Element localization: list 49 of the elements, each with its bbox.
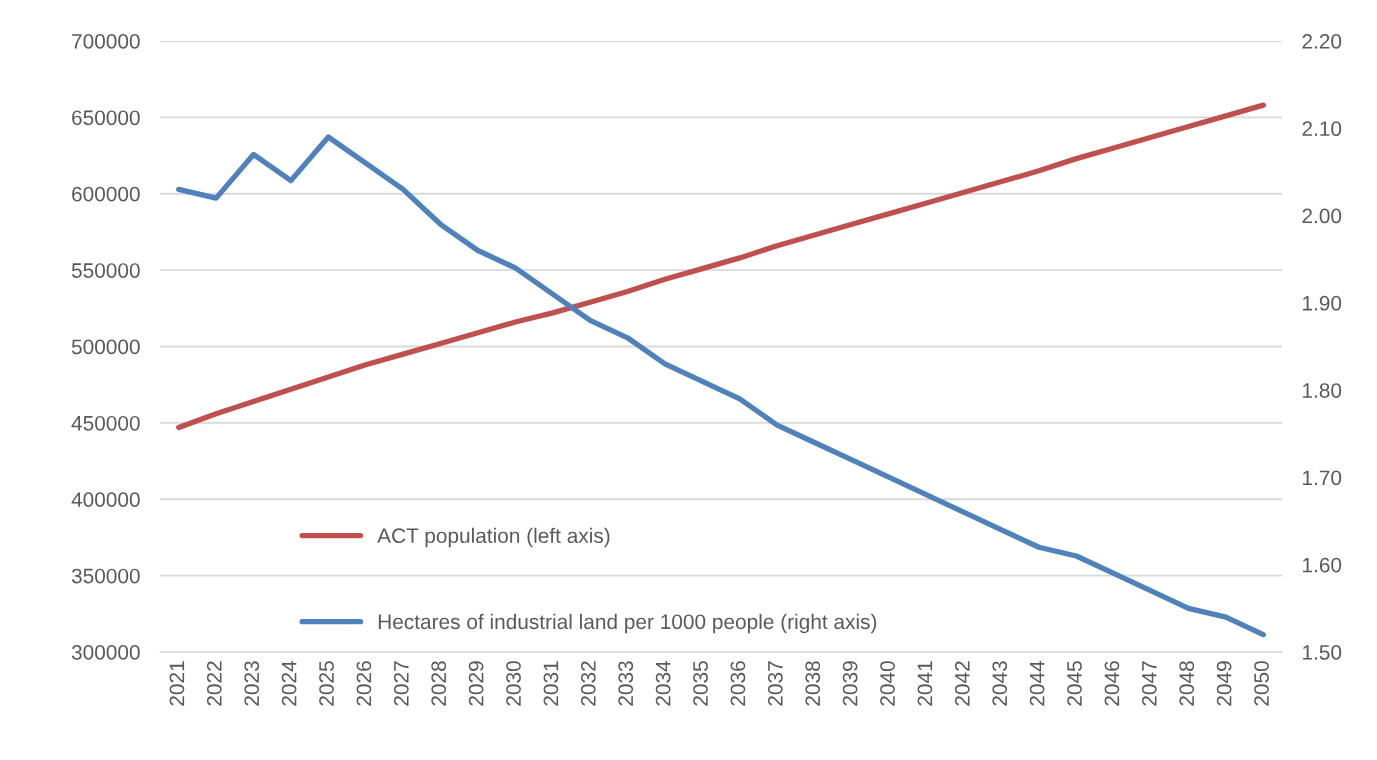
legend-label: ACT population (left axis) [377, 527, 610, 548]
x-tick-label: 2035 [693, 661, 708, 706]
x-tick-label: 2028 [431, 661, 447, 706]
x-tick-label: 2031 [543, 661, 559, 706]
y2-tick-label: 2.20 [1302, 34, 1342, 49]
x-tick-label: 2036 [730, 661, 746, 706]
x-tick-label: 2050 [1254, 661, 1269, 706]
y-tick-label: 300000 [71, 645, 140, 660]
x-tick-label: 2049 [1216, 661, 1232, 706]
legend-label: Hectares of industrial land per 1000 people (right axis) [378, 613, 877, 634]
y2-tick-label: 1.80 [1303, 383, 1342, 398]
y-tick-label: 600000 [72, 186, 140, 202]
y-tick-label: 350000 [71, 568, 140, 584]
x-tick-label: 2022 [206, 661, 222, 706]
y2-tick-label: 2.00 [1302, 208, 1342, 224]
y-tick-label: 450000 [71, 415, 140, 431]
y-tick-label: 500000 [71, 339, 140, 355]
x-tick-label: 2046 [1104, 661, 1120, 706]
x-tick-label: 2032 [580, 661, 596, 706]
y2-tick-label: 1.60 [1303, 557, 1342, 573]
y-tick-label: 400000 [71, 492, 140, 507]
x-tick-label: 2027 [393, 661, 409, 706]
x-tick-label: 2024 [281, 660, 297, 706]
x-tick-label: 2021 [169, 661, 185, 706]
y-tick-label: 550000 [71, 263, 140, 278]
x-tick-label: 2039 [842, 661, 858, 706]
x-tick-label: 2029 [468, 661, 484, 706]
x-tick-label: 2030 [506, 661, 521, 706]
y2-tick-label: 1.50 [1303, 645, 1342, 660]
y-tick-label: 700000 [72, 34, 140, 49]
y-tick-label: 650000 [72, 110, 140, 126]
x-tick-label: 2045 [1067, 661, 1082, 706]
x-tick-label: 2034 [655, 660, 671, 706]
x-tick-label: 2038 [805, 661, 821, 706]
x-tick-label: 2047 [1141, 661, 1157, 706]
x-tick-label: 2026 [356, 661, 372, 706]
x-tick-label: 2042 [954, 661, 970, 706]
x-tick-label: 2043 [992, 661, 1008, 706]
x-tick-label: 2037 [767, 661, 783, 706]
x-tick-label: 2048 [1179, 661, 1195, 706]
x-tick-label: 2041 [917, 661, 933, 706]
x-tick-label: 2025 [319, 661, 334, 706]
x-tick-label: 2023 [244, 661, 260, 706]
y2-tick-label: 1.70 [1303, 470, 1342, 486]
x-tick-label: 2033 [618, 661, 634, 706]
x-tick-label: 2040 [880, 661, 895, 706]
x-tick-label: 2044 [1029, 660, 1045, 706]
y2-tick-label: 2.10 [1302, 121, 1342, 137]
y2-tick-label: 1.90 [1303, 295, 1342, 311]
